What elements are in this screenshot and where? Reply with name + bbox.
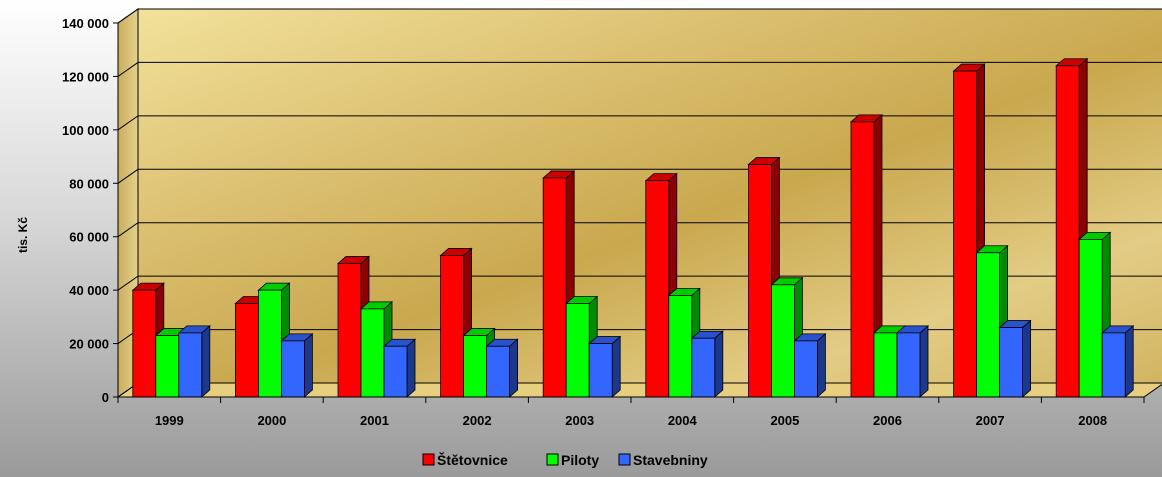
legend: Štětovnice Piloty Stavebniny [422, 451, 708, 468]
x-tick-label: 2006 [873, 413, 902, 428]
gridline [117, 222, 1162, 238]
x-tick-label: 2001 [360, 413, 389, 428]
bar [895, 325, 930, 398]
x-tick-label: 2007 [976, 413, 1005, 428]
legend-swatch [422, 453, 435, 466]
gridline [117, 168, 1162, 184]
bar [588, 335, 622, 398]
y-tick-label: 80 000 [69, 176, 109, 191]
legend-item: Štětovnice [422, 451, 508, 468]
y-tick-label: 0 [102, 390, 109, 405]
x-tick-label: 2008 [1078, 413, 1107, 428]
legend-item: Piloty [546, 452, 599, 468]
x-tick-label: 1999 [155, 413, 184, 428]
bar [849, 113, 884, 398]
legend-item: Stavebniny [618, 452, 708, 468]
bars-group [131, 57, 1135, 398]
bar [690, 330, 724, 398]
legend-swatch [618, 453, 631, 466]
x-tick-label: 2000 [257, 413, 286, 428]
gridline [117, 61, 1162, 77]
bar [793, 333, 827, 398]
x-axis: 1999 2000 2001 2002 2003 2004 2005 2006 2007 2008 [117, 396, 1145, 428]
bar [280, 333, 314, 398]
x-tick-label: 2005 [770, 413, 799, 428]
y-tick-label: 120 000 [62, 69, 109, 84]
gridline [117, 8, 1162, 24]
legend-label: Stavebniny [633, 452, 708, 468]
x-tick-label: 2003 [565, 413, 594, 428]
legend-swatch [546, 453, 559, 466]
gridline [117, 275, 1162, 291]
legend-label: Piloty [561, 452, 599, 468]
bar [485, 338, 519, 398]
x-tick-label: 2004 [668, 413, 698, 428]
x-tick-label: 2002 [463, 413, 492, 428]
y-axis: 0 20 000 40 000 60 000 80 000 100 000 120 000 1… [62, 16, 119, 405]
y-tick-label: 60 000 [69, 230, 109, 245]
bar [382, 338, 417, 398]
y-tick-label: 20 000 [69, 337, 109, 352]
bar [177, 325, 211, 398]
y-tick-label: 40 000 [69, 283, 109, 298]
gridline [117, 115, 1162, 131]
y-axis-title: tis. Kč [16, 217, 30, 253]
legend-label: Štětovnice [437, 451, 508, 468]
bar [1101, 325, 1135, 398]
y-tick-label: 140 000 [62, 16, 109, 31]
y-tick-label: 100 000 [62, 123, 109, 138]
bar [998, 319, 1032, 398]
